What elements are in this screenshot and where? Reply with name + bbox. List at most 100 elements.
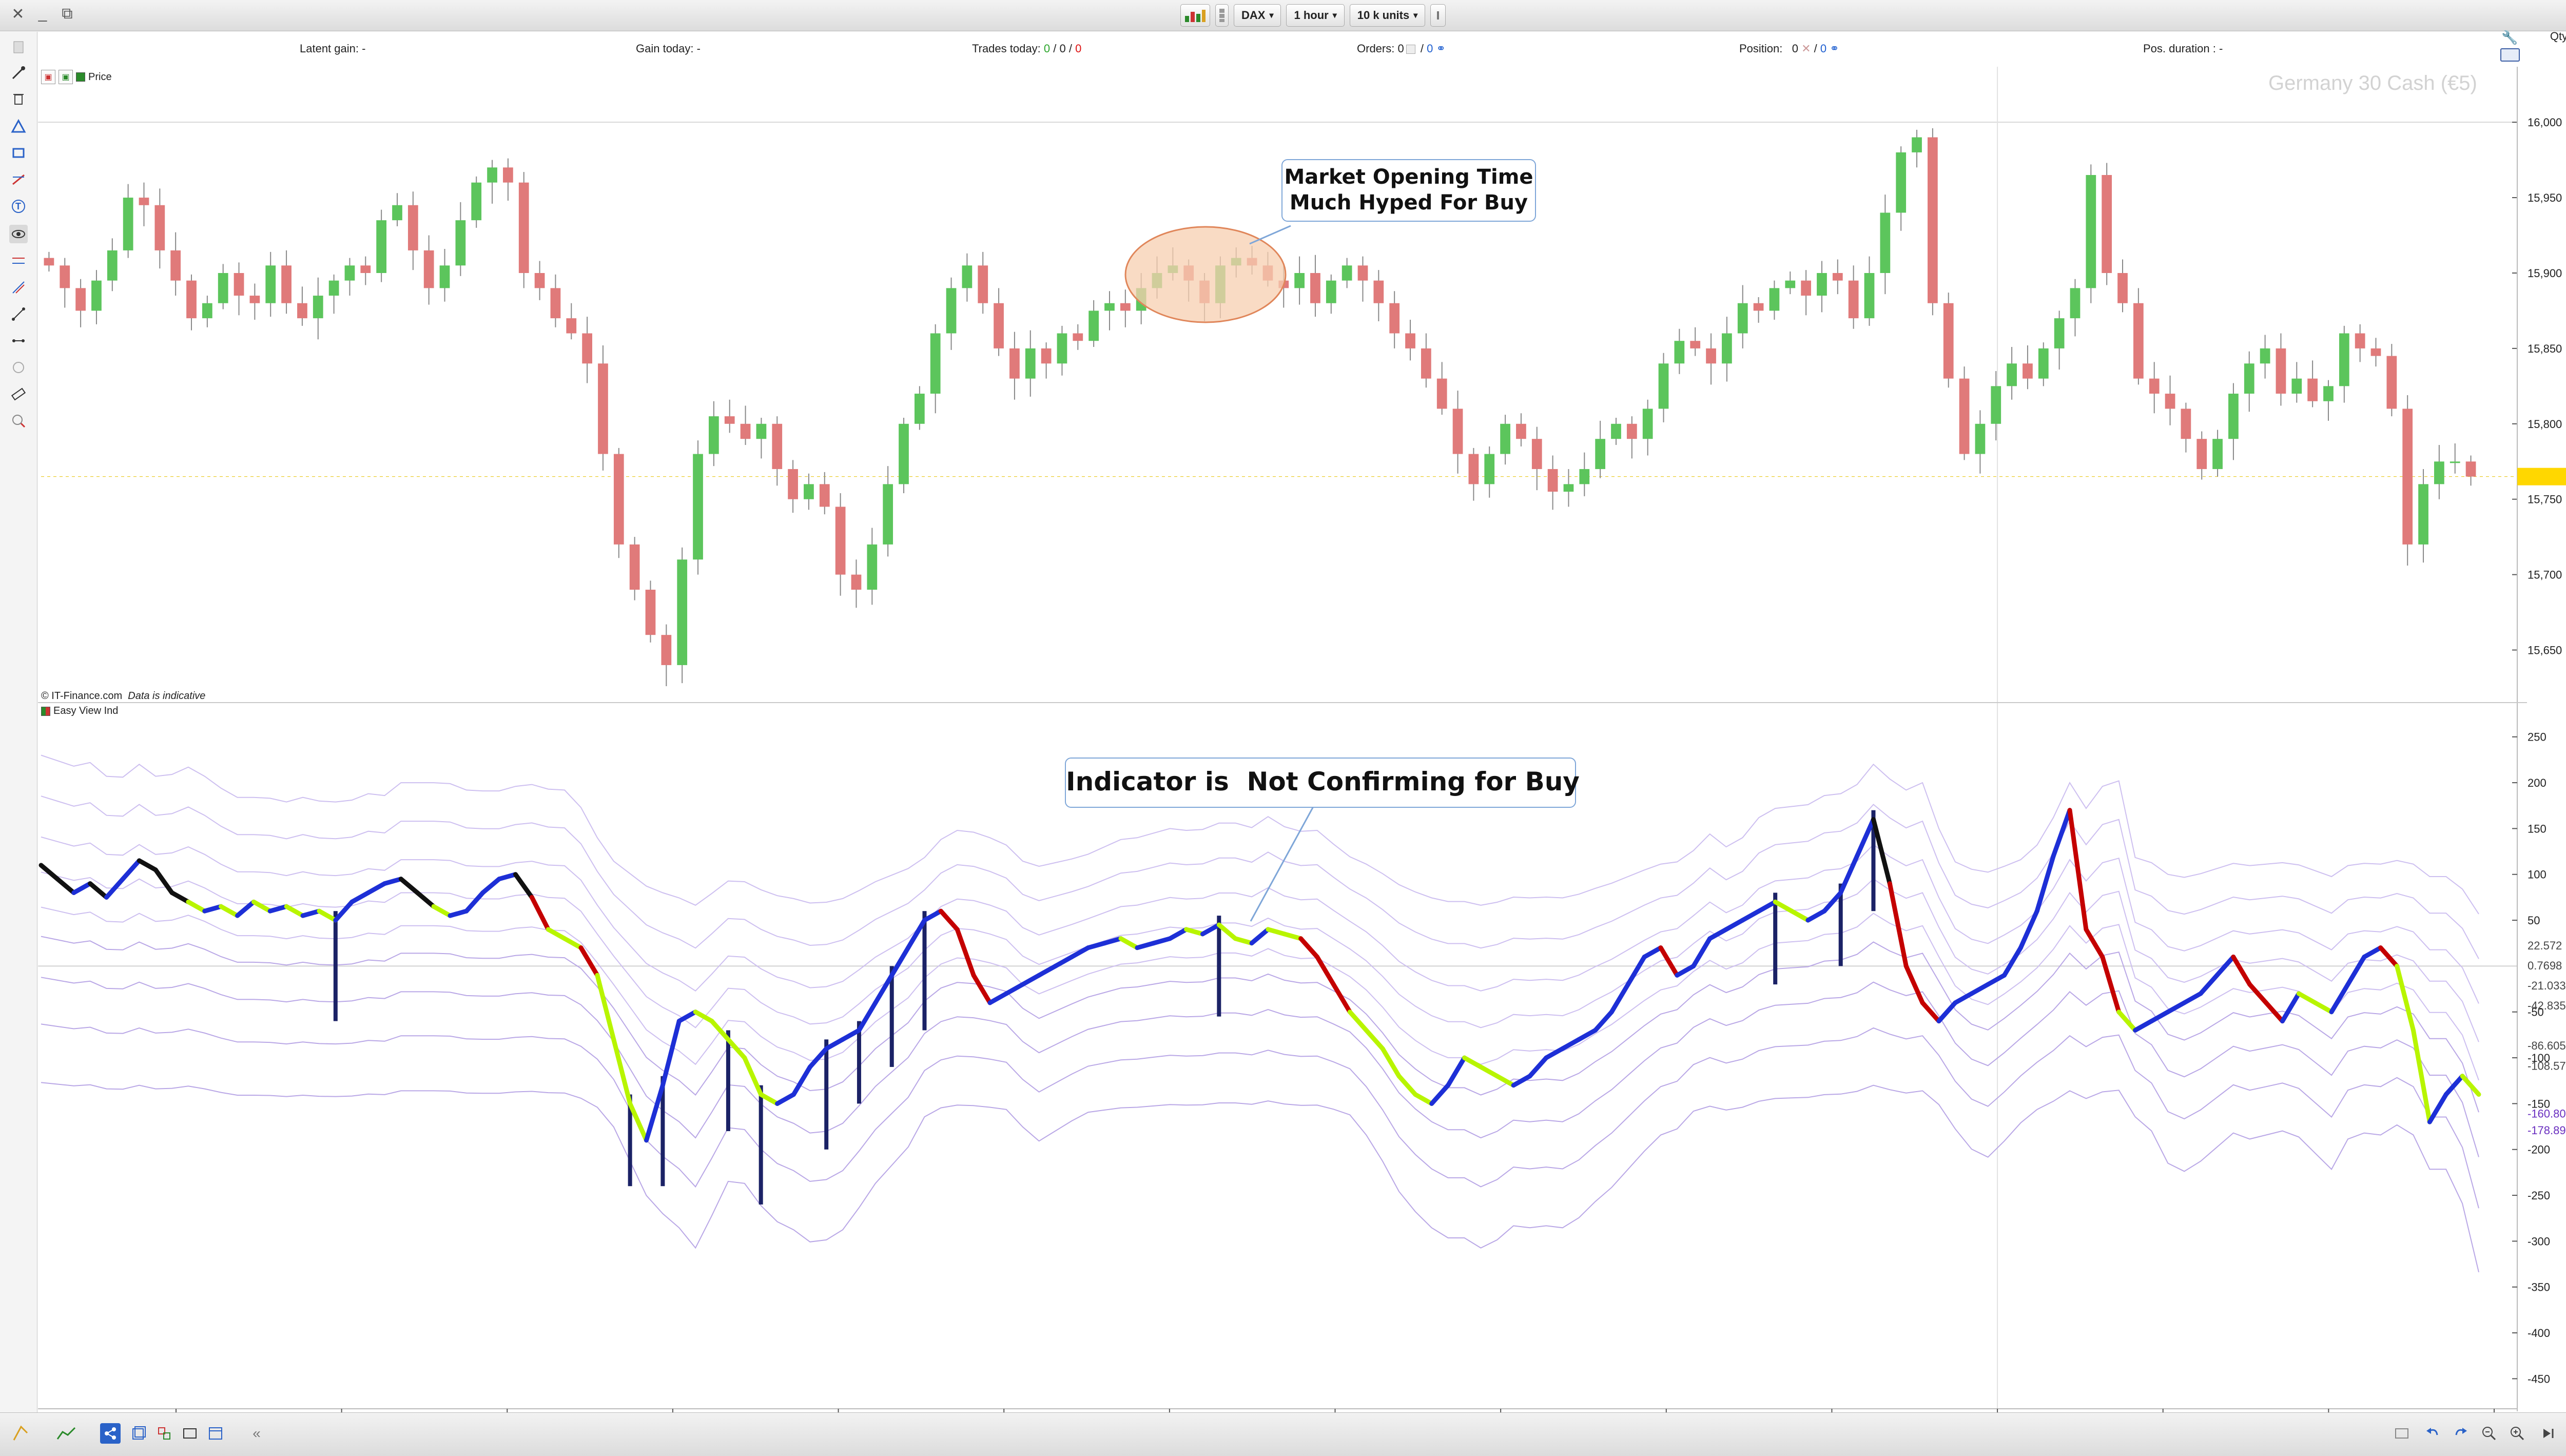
scroll-end-icon[interactable] [2538, 1423, 2558, 1444]
pitchfork-tool-icon[interactable] [9, 278, 28, 297]
candle-body [1864, 273, 1875, 319]
trash-icon[interactable] [9, 89, 28, 108]
trades-lost: 0 [1075, 42, 1082, 55]
indicator-line-segment [300, 908, 322, 918]
candle-body [1611, 423, 1621, 439]
indicator-line-segment [906, 918, 927, 950]
indicator-value-tag: -21.033 [2528, 979, 2566, 992]
indicator-line-segment [2395, 963, 2416, 1033]
indicator-line-segment [1446, 1055, 1467, 1088]
price-tick-label: 15,950 [2528, 191, 2562, 204]
candle-body [677, 559, 688, 665]
indicator-line-segment [1625, 955, 1647, 987]
indicator-line-segment [1691, 936, 1713, 968]
indicator-line-segment [1887, 881, 1909, 968]
trades-today: Trades today: 0 / 0 / 0 [972, 42, 1081, 55]
cursor-icon[interactable] [9, 38, 28, 56]
candle-body [1959, 378, 1970, 454]
indicator-line-segment [1200, 922, 1221, 937]
collapse-icon[interactable]: « [252, 1425, 261, 1441]
zoom-out-icon[interactable] [2479, 1423, 2499, 1444]
indicator-line-segment [2427, 1092, 2448, 1124]
settings-pane-icon[interactable]: ▣ [59, 70, 73, 84]
candle-body [313, 296, 323, 319]
candle-body [1626, 423, 1637, 439]
candle-body [2355, 333, 2365, 348]
indicator-line-segment [1903, 963, 1925, 1005]
share-icon[interactable] [100, 1423, 121, 1444]
candle-body [1373, 280, 1384, 303]
indicator-line-segment [2214, 955, 2236, 978]
indicator-line-segment [2116, 1010, 2138, 1033]
instrument-toolbar: DAX ▾ 1 hour ▾ 10 k units ▾ [1180, 4, 1446, 27]
info-icon[interactable] [1430, 4, 1446, 27]
position-close-icon[interactable]: ✕ [1798, 42, 1814, 55]
indicator-line-segment [2018, 908, 2039, 950]
chart-type-icon[interactable] [1180, 4, 1210, 27]
candle-body [1658, 363, 1669, 409]
candle-body [2276, 348, 2286, 394]
indicator-line-segment [38, 863, 60, 882]
indicator-line-segment [1577, 1027, 1598, 1042]
symbol-select[interactable]: DAX ▾ [1234, 4, 1281, 27]
channel-tool-icon[interactable] [9, 251, 28, 270]
scroll-start-icon[interactable] [2392, 1423, 2412, 1444]
eye-icon[interactable] [9, 225, 28, 243]
indicator-bar [1773, 892, 1778, 985]
close-window-icon[interactable]: ✕ [11, 5, 25, 23]
triangle-tool-icon[interactable] [9, 117, 28, 135]
wrench-icon[interactable]: 🔧 [2501, 30, 2518, 45]
units-select[interactable]: 10 k units ▾ [1349, 4, 1426, 27]
orders-box-icon[interactable] [1406, 45, 1415, 54]
candle-body [1405, 333, 1415, 348]
restore-window-icon[interactable]: ⧉ [62, 5, 73, 22]
compare-icon[interactable] [154, 1423, 174, 1444]
ruler-icon[interactable] [9, 385, 28, 403]
minimize-window-icon[interactable]: _ [38, 5, 47, 22]
draw-pen-icon[interactable] [10, 1423, 31, 1444]
ray-tool-icon[interactable] [9, 332, 28, 350]
indicator-band-line [41, 1023, 2479, 1209]
position-link-icon[interactable]: ⚭ [1826, 42, 1839, 55]
crosshair-icon[interactable] [9, 358, 28, 377]
segment-tool-icon[interactable] [9, 305, 28, 323]
close-pane-icon[interactable]: ▣ [41, 70, 55, 84]
indicator-legend-label[interactable]: Easy View Ind [53, 705, 119, 716]
interval-select[interactable]: 1 hour ▾ [1286, 4, 1345, 27]
indicator-line-segment [2264, 1000, 2285, 1024]
indicator-line-segment [1838, 853, 1860, 895]
zoom-in-icon[interactable] [2507, 1423, 2528, 1444]
chart-canvas[interactable]: 16,000 15,950 15,900 15,850 15,800 15,750 15,7… [0, 0, 2566, 1412]
indicator-line-segment [431, 904, 453, 918]
orders-link-icon[interactable]: ⚭ [1433, 42, 1446, 55]
trendline-tool-icon[interactable] [9, 170, 28, 189]
candle-body [1421, 348, 1431, 379]
redo-icon[interactable] [2451, 1423, 2471, 1444]
market-open-annotation[interactable]: Market Opening Time Much Hyped For Buy [1281, 159, 1536, 222]
price-legend-label[interactable]: Price [88, 71, 112, 83]
rectangle-tool-icon[interactable] [9, 144, 28, 162]
overlay-icon[interactable] [180, 1423, 200, 1444]
indicator-annotation[interactable]: Indicator is Not Confirming for Buy [1065, 758, 1580, 808]
text-tool-icon[interactable]: T [9, 197, 28, 216]
chart-style-icon[interactable] [56, 1423, 77, 1444]
candle-body [186, 280, 197, 319]
magnet-icon[interactable] [9, 412, 28, 430]
layers-icon[interactable] [128, 1423, 149, 1444]
candle-body [2023, 363, 2033, 379]
pane-divider[interactable] [38, 702, 2527, 703]
undo-icon[interactable] [2422, 1423, 2443, 1444]
indicator-bar [660, 1076, 665, 1187]
indicator-line-segment [1805, 908, 1827, 923]
draw-icon[interactable] [9, 64, 28, 82]
candle-body [1642, 409, 1653, 439]
separator: / [1068, 42, 1072, 55]
indicator-line-segment [1315, 955, 1336, 987]
keyboard-icon[interactable] [2500, 48, 2520, 62]
grip-icon[interactable] [1215, 4, 1229, 27]
indicator-line [38, 808, 2481, 1143]
indicator-callout-line [1250, 805, 1315, 922]
latent-gain: Latent gain: - [300, 42, 365, 55]
window-icon[interactable] [205, 1423, 226, 1444]
credit-note: Data is indicative [128, 690, 206, 702]
